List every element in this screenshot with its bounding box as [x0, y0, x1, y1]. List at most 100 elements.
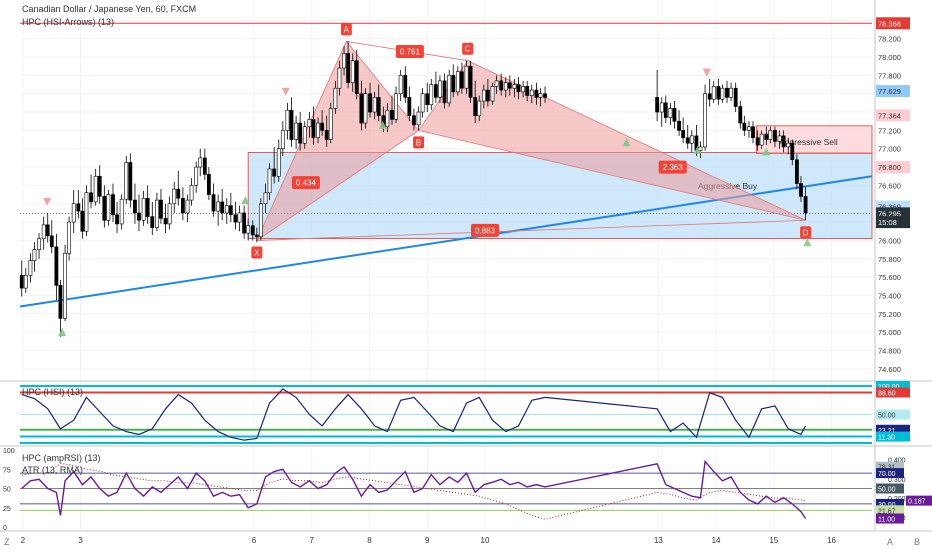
candle-body — [111, 194, 115, 216]
candle-body — [58, 285, 63, 319]
hsi-label: 23.21 — [878, 428, 896, 435]
candle-body — [45, 224, 50, 237]
candle — [473, 80, 478, 124]
rsi-label: 50.00 — [878, 487, 896, 494]
candle-body — [316, 122, 320, 139]
candle — [316, 117, 320, 144]
candle — [777, 130, 782, 149]
candle-body — [390, 109, 394, 120]
candle-body — [115, 214, 119, 225]
harmonic-point-label: C — [465, 45, 471, 54]
amprsi-line — [21, 459, 807, 519]
buy-arrow — [762, 147, 771, 156]
candle-body — [93, 175, 98, 203]
amprsi-label: HPC (ampRSI) (13) — [22, 453, 101, 463]
candle-body — [777, 135, 782, 142]
candle — [294, 115, 299, 149]
candle — [733, 82, 738, 113]
candle-body — [494, 80, 499, 87]
candle-body — [407, 97, 412, 117]
ratio-label: 0.883 — [475, 226, 496, 235]
hsi-label: 11.30 — [878, 435, 895, 442]
candle-body — [398, 75, 403, 95]
candle — [521, 80, 526, 98]
price-label-badge — [876, 161, 910, 174]
ratio-label: 0.434 — [296, 179, 317, 188]
candle-body — [128, 162, 133, 201]
price-label: 78.368 — [878, 19, 901, 28]
harmonic-point-badge — [800, 226, 812, 239]
candle-body — [224, 205, 229, 214]
candle — [742, 115, 747, 136]
candle-body — [311, 119, 316, 139]
buy-arrow — [803, 238, 812, 247]
candle-body — [538, 93, 543, 98]
x-tick-label: 13 — [654, 536, 663, 545]
candle-body — [703, 93, 707, 148]
candle — [172, 181, 177, 213]
x-tick-label: 10 — [481, 536, 490, 545]
candle-body — [473, 97, 478, 117]
ratio-label: 2.363 — [663, 163, 684, 172]
candle-body — [459, 71, 464, 89]
candle — [781, 130, 786, 153]
candle-body — [307, 119, 312, 128]
y-tick-label: 77.000 — [878, 145, 901, 154]
y-tick-label: 77.800 — [878, 71, 901, 80]
candle — [790, 139, 795, 166]
sell-arrow — [702, 68, 711, 77]
y-tick-label: 75.600 — [878, 273, 901, 282]
candle-body — [237, 212, 242, 223]
rsi-label-badge — [876, 498, 904, 509]
axis-corner-left[interactable]: Z — [4, 537, 10, 547]
candle-body — [799, 183, 803, 197]
candle — [543, 86, 547, 103]
candle-body — [202, 157, 207, 175]
candle-body — [97, 175, 102, 197]
candle — [681, 117, 686, 144]
candle — [403, 66, 408, 103]
candle-body — [71, 203, 76, 223]
candle — [324, 115, 329, 147]
sell-arrow — [281, 87, 290, 96]
candle-body — [668, 108, 673, 118]
candle-body — [447, 75, 452, 104]
candle — [538, 88, 543, 107]
buy-arrow — [622, 138, 631, 147]
candle-body — [725, 87, 729, 98]
candle — [468, 60, 473, 103]
candle — [80, 198, 85, 239]
candle — [711, 80, 716, 103]
candle-body — [189, 185, 194, 201]
candle-body — [76, 203, 81, 212]
amprsi-atr-pane — [20, 459, 872, 520]
buy-arrow — [58, 328, 67, 337]
candle-body — [773, 130, 777, 142]
auto-scale-toggle[interactable]: A — [887, 537, 894, 547]
candle — [416, 106, 421, 131]
candle — [477, 95, 482, 122]
y-tick-label: 78.000 — [878, 53, 901, 62]
gridlines — [20, 0, 872, 531]
candle-body — [707, 93, 712, 100]
candle — [311, 106, 316, 146]
candle — [385, 102, 390, 133]
candle-body — [194, 166, 199, 186]
candle-body — [350, 60, 355, 84]
price-label-badge — [876, 216, 910, 229]
candle-body — [280, 130, 285, 150]
x-tick-label: 2 — [21, 536, 26, 545]
candle-body — [49, 235, 54, 248]
candle-body — [145, 197, 150, 217]
candle — [525, 80, 530, 102]
candle — [185, 194, 190, 223]
candle-body — [254, 234, 259, 238]
candle — [451, 64, 456, 98]
candle — [799, 176, 803, 202]
candle-body — [677, 120, 681, 131]
secondary-scale-toggle[interactable]: B — [914, 537, 921, 547]
candle-body — [320, 122, 324, 131]
candle — [63, 245, 67, 322]
candle — [242, 205, 247, 239]
hsi-label-badge — [876, 381, 910, 391]
